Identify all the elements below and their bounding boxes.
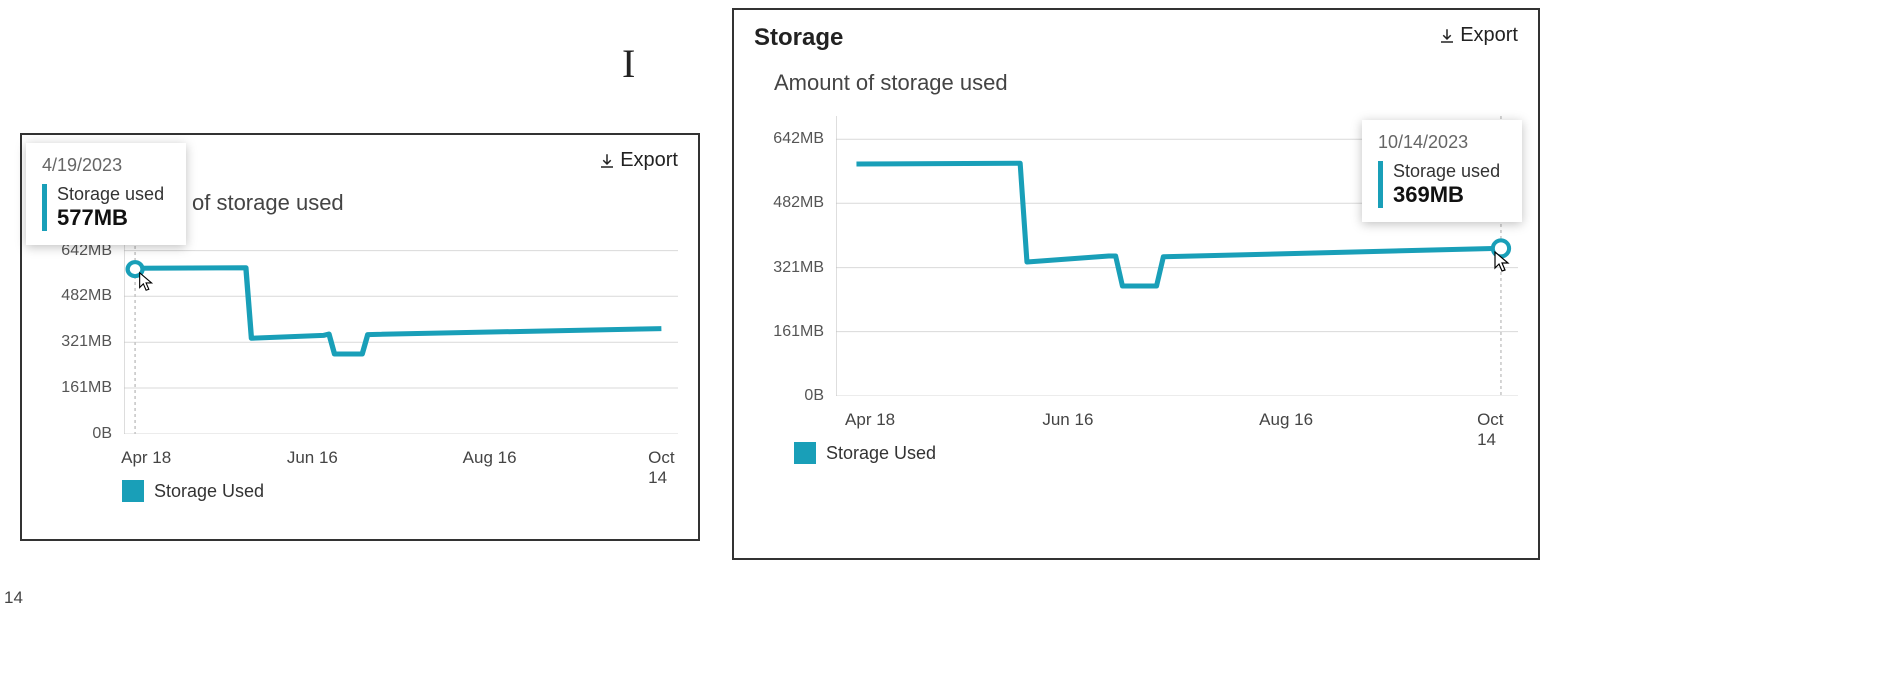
ytick-label: 321MB (61, 333, 112, 351)
ytick-label: 321MB (773, 259, 824, 277)
tooltip-label: Storage used (1393, 161, 1500, 182)
legend-label: Storage Used (826, 443, 936, 464)
xtick-label: Oct 14 (1477, 410, 1504, 450)
xtick-label: Apr 18 (845, 410, 895, 430)
y-axis: 642MB482MB321MB161MB0B (754, 116, 832, 396)
y-axis: 642MB482MB321MB161MB0B (42, 234, 120, 434)
ytick-label: 161MB (773, 323, 824, 341)
xtick-label: Jun 16 (1042, 410, 1093, 430)
ytick-label: 0B (804, 387, 824, 405)
download-icon (598, 152, 616, 170)
tooltip-date: 4/19/2023 (42, 155, 170, 176)
legend-swatch (122, 480, 144, 502)
storage-panel-right: Storage Export Amount of storage used 64… (732, 8, 1540, 560)
legend-swatch (794, 442, 816, 464)
chart-tooltip: 4/19/2023 Storage used 577MB (26, 143, 186, 245)
ytick-label: 482MB (773, 194, 824, 212)
ytick-label: 482MB (61, 287, 112, 305)
tooltip-value: 577MB (57, 205, 164, 231)
ytick-label: 161MB (61, 379, 112, 397)
ytick-label: 0B (92, 425, 112, 443)
xtick-label: Oct 14 (648, 448, 674, 488)
legend: Storage Used (22, 470, 698, 516)
x-axis: Apr 18Jun 16Aug 16Oct 14 (836, 404, 1518, 432)
xtick-label: Aug 16 (1259, 410, 1313, 430)
tooltip-color-bar (42, 184, 47, 231)
panel-title: Storage (754, 24, 843, 52)
export-label: Export (1460, 24, 1518, 47)
legend: Storage Used (734, 432, 1538, 478)
download-icon (1438, 27, 1456, 45)
chart-tooltip: 10/14/2023 Storage used 369MB (1362, 120, 1522, 222)
tooltip-date: 10/14/2023 (1378, 132, 1506, 153)
tooltip-color-bar (1378, 161, 1383, 208)
tooltip-value: 369MB (1393, 182, 1500, 208)
xtick-label: Jun 16 (287, 448, 338, 468)
text-cursor: I (622, 40, 635, 87)
x-axis: Apr 18Jun 16Aug 16Oct 14 (124, 442, 678, 470)
xtick-clipped: 14 (4, 588, 23, 608)
storage-panel-left: Export of storage used 642MB482MB321MB16… (20, 133, 700, 541)
chart-area: 642MB482MB321MB161MB0B (42, 234, 678, 434)
xtick-label: Apr 18 (121, 448, 171, 468)
chart-subtitle: Amount of storage used (734, 52, 1538, 96)
legend-label: Storage Used (154, 481, 264, 502)
export-button[interactable]: Export (1438, 24, 1518, 47)
xtick-label: Aug 16 (463, 448, 517, 468)
tooltip-label: Storage used (57, 184, 164, 205)
ytick-label: 642MB (773, 130, 824, 148)
plot-area[interactable] (124, 234, 678, 434)
export-button[interactable]: Export (598, 149, 678, 172)
export-label: Export (620, 149, 678, 172)
